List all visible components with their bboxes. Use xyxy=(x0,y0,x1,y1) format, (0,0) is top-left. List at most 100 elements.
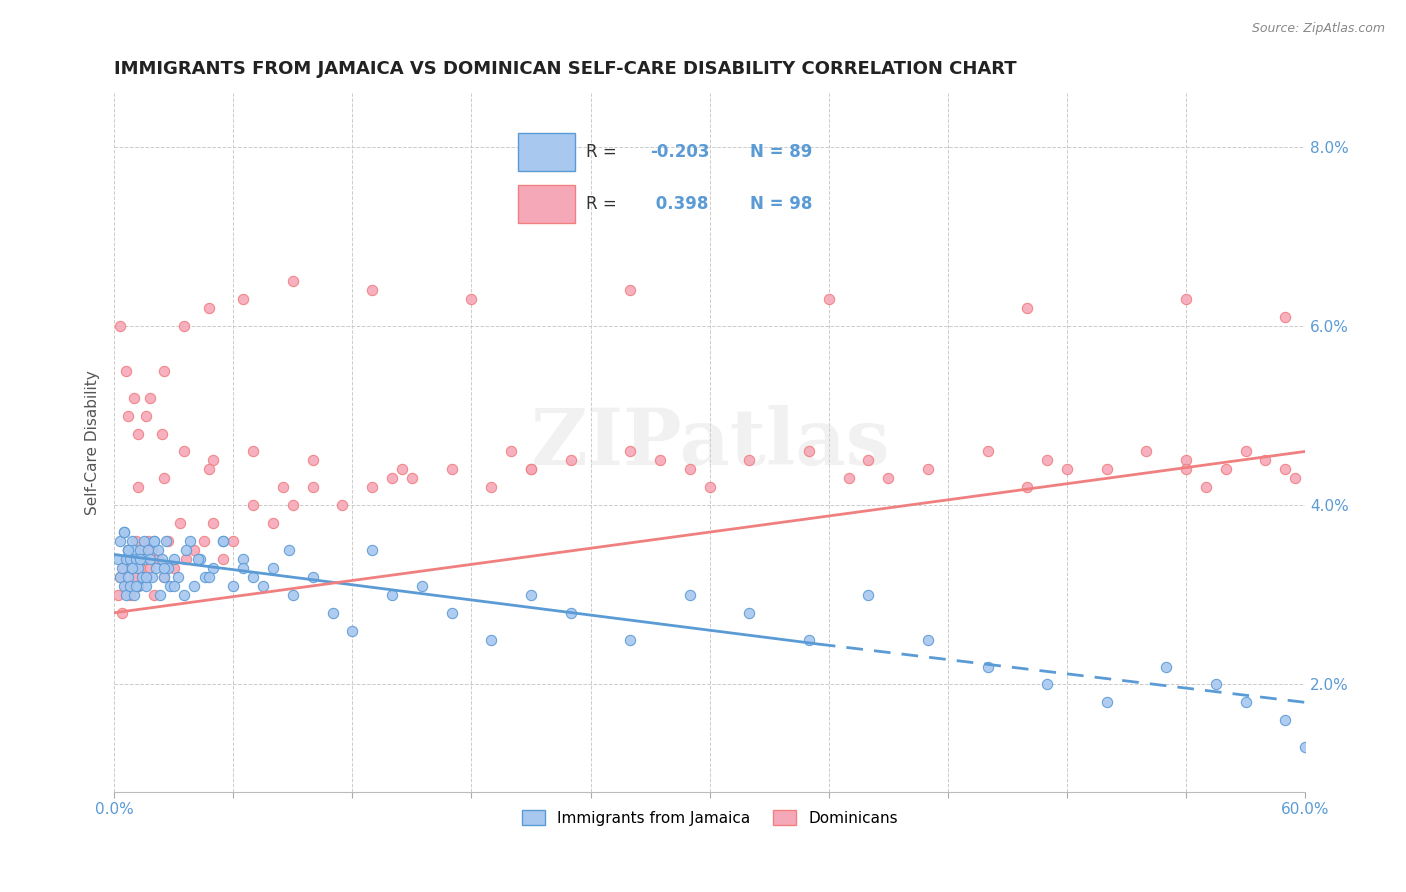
Point xyxy=(187,552,209,566)
Point xyxy=(108,318,131,333)
Point xyxy=(115,588,138,602)
Text: IMMIGRANTS FROM JAMAICA VS DOMINICAN SELF-CARE DISABILITY CORRELATION CHART: IMMIGRANTS FROM JAMAICA VS DOMINICAN SEL… xyxy=(114,60,1017,78)
Point xyxy=(679,462,702,476)
Point xyxy=(1135,444,1157,458)
Point xyxy=(107,552,129,566)
Point xyxy=(112,525,135,540)
Point xyxy=(174,552,197,566)
Point xyxy=(1017,480,1039,494)
Point xyxy=(361,480,384,494)
Point xyxy=(153,570,176,584)
Point xyxy=(301,453,323,467)
Point xyxy=(619,444,641,458)
Point xyxy=(262,561,284,575)
Point xyxy=(1154,659,1177,673)
Point xyxy=(111,561,134,575)
Point xyxy=(1294,740,1316,755)
Point xyxy=(212,552,235,566)
Point xyxy=(1195,480,1218,494)
Point xyxy=(146,543,169,558)
Point xyxy=(131,570,153,584)
Point xyxy=(125,534,148,549)
Point xyxy=(127,426,149,441)
Point xyxy=(1095,695,1118,709)
Point xyxy=(479,632,502,647)
Point xyxy=(132,552,155,566)
Point xyxy=(202,516,225,530)
Point xyxy=(361,543,384,558)
Point xyxy=(117,543,139,558)
Point xyxy=(127,480,149,494)
Point xyxy=(125,579,148,593)
Point xyxy=(1056,462,1078,476)
Point xyxy=(122,588,145,602)
Point xyxy=(281,588,304,602)
Point xyxy=(117,409,139,423)
Point xyxy=(1274,462,1296,476)
Point xyxy=(198,301,221,315)
Point xyxy=(1205,677,1227,691)
Point xyxy=(1036,453,1059,467)
Point xyxy=(648,453,671,467)
Point xyxy=(342,624,364,638)
Point xyxy=(1234,695,1257,709)
Point xyxy=(212,534,235,549)
Text: ZIPatlas: ZIPatlas xyxy=(530,404,890,481)
Point xyxy=(281,498,304,512)
Point xyxy=(361,283,384,297)
Point xyxy=(135,570,157,584)
Point xyxy=(139,552,162,566)
Point xyxy=(1017,301,1039,315)
Point xyxy=(198,570,221,584)
Text: Source: ZipAtlas.com: Source: ZipAtlas.com xyxy=(1251,22,1385,36)
Point xyxy=(150,552,173,566)
Point xyxy=(129,552,152,566)
Point xyxy=(242,444,264,458)
Point xyxy=(520,462,543,476)
Point xyxy=(212,534,235,549)
Point xyxy=(479,480,502,494)
Point xyxy=(301,570,323,584)
Point xyxy=(1274,713,1296,727)
Point xyxy=(112,525,135,540)
Point xyxy=(1254,453,1277,467)
Point xyxy=(401,471,423,485)
Point xyxy=(141,543,163,558)
Point xyxy=(174,543,197,558)
Point xyxy=(858,453,880,467)
Point xyxy=(232,561,254,575)
Point xyxy=(183,579,205,593)
Point xyxy=(301,480,323,494)
Point xyxy=(139,561,162,575)
Point xyxy=(173,318,195,333)
Point xyxy=(136,543,159,558)
Point xyxy=(232,292,254,306)
Point xyxy=(976,444,998,458)
Point xyxy=(1036,677,1059,691)
Point xyxy=(381,471,404,485)
Point xyxy=(117,543,139,558)
Point xyxy=(1215,462,1237,476)
Point xyxy=(121,552,143,566)
Point xyxy=(131,543,153,558)
Point xyxy=(108,534,131,549)
Point xyxy=(121,561,143,575)
Point xyxy=(194,570,217,584)
Point xyxy=(198,462,221,476)
Point xyxy=(1095,462,1118,476)
Point xyxy=(135,579,157,593)
Point xyxy=(679,588,702,602)
Point xyxy=(115,579,138,593)
Point xyxy=(150,426,173,441)
Point xyxy=(153,570,176,584)
Point xyxy=(242,498,264,512)
Point xyxy=(142,534,165,549)
Point xyxy=(619,283,641,297)
Point xyxy=(381,588,404,602)
Point xyxy=(858,588,880,602)
Point xyxy=(797,632,820,647)
Point xyxy=(132,534,155,549)
Point xyxy=(917,632,939,647)
Point xyxy=(262,516,284,530)
Point xyxy=(460,292,482,306)
